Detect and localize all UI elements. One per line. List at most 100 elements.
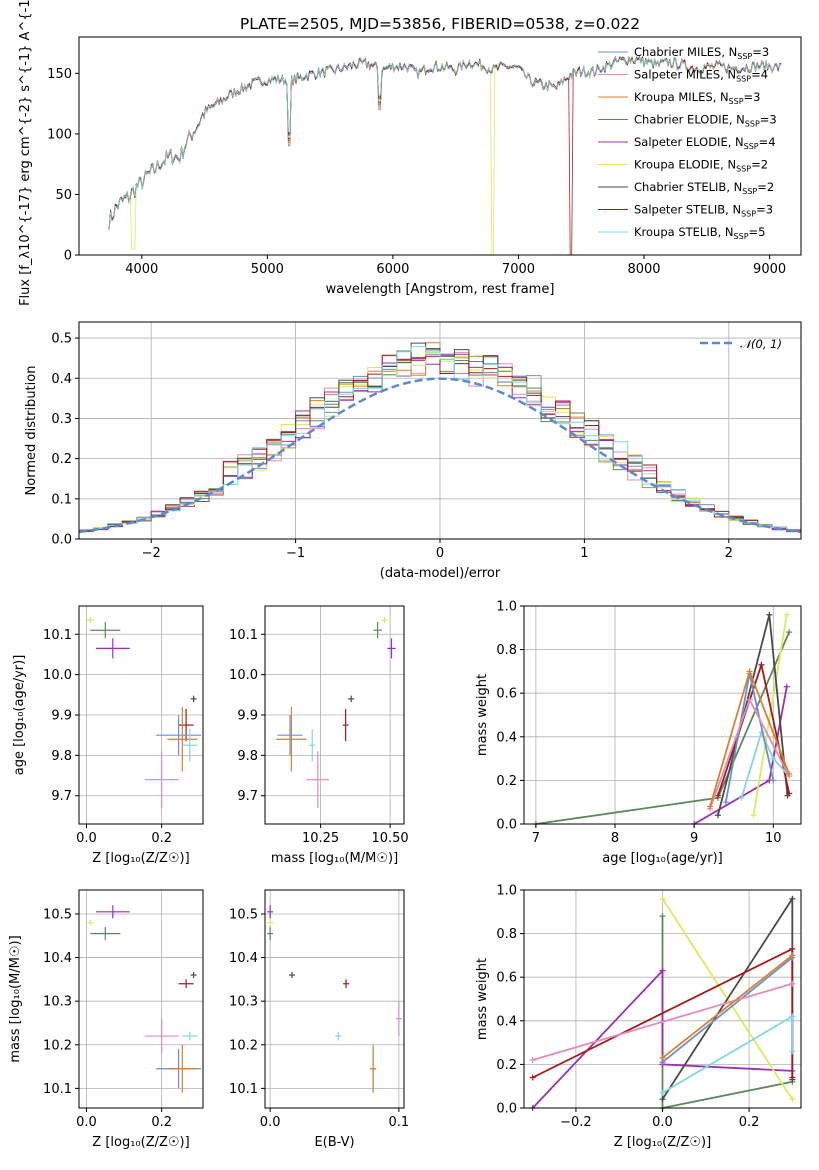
legend-label-kroupa-stelib: Kroupa STELIB, NSSP=5	[634, 225, 765, 241]
y-tick-label: 0.2	[51, 452, 72, 467]
x-axis-label: (data-model)/error	[380, 566, 501, 581]
x-tick-label: 9000	[753, 262, 786, 277]
y-tick-label: 9.7	[237, 789, 258, 804]
weight-marker-salpeter-miles	[789, 980, 796, 987]
x-tick-label: 0.0	[76, 831, 97, 846]
weight-marker-salpeter-stelib	[758, 661, 765, 668]
legend-label-chabrier-elodie: Chabrier ELODIE, NSSP=3	[634, 113, 777, 129]
residuals-panel: 𝒩(0, 1) −2 −1 0 1 2 0.0 0.1 0.2 0.3 0.4 0.5 (data-mo…	[24, 321, 802, 581]
y-tick-label: 0.6	[496, 687, 517, 702]
y-tick-label: 10.0	[43, 668, 72, 683]
y-tick-label: 9.9	[237, 709, 258, 724]
axes-frame	[78, 889, 204, 1109]
x-tick-label: 0.2	[739, 1115, 760, 1130]
y-tick-label: 0.2	[496, 774, 517, 789]
x-tick-label: 0.2	[151, 1115, 172, 1130]
x-tick-label: 7000	[502, 262, 535, 277]
legend-label-chabrier-miles: Chabrier MILES, NSSP=3	[634, 45, 769, 61]
x-tick-label: −1	[286, 546, 305, 561]
x-tick-label: 10	[765, 831, 782, 846]
weight-marker-kroupa-stelib	[738, 794, 745, 801]
y-axis-label: age [log₁₀(age/yr)]	[12, 655, 27, 776]
weight-marker-salpeter-elodie	[659, 967, 666, 974]
legend-sub: SSP	[729, 97, 744, 106]
histogram-salpeter-stelib	[79, 354, 801, 532]
legend-text: Salpeter ELODIE, N	[634, 135, 744, 149]
x-axis-label: mass [log₁₀(M/M☉)]	[271, 851, 398, 866]
y-tick-label: 10.1	[229, 628, 258, 643]
weight-marker-chabrier-stelib	[766, 611, 773, 618]
legend-label-kroupa-miles: Kroupa MILES, NSSP=3	[634, 90, 760, 106]
weight-marker-chabrier-miles	[770, 777, 777, 784]
x-axis-label: E(B-V)	[314, 1135, 354, 1150]
weight-marker-kroupa-stelib	[789, 1013, 796, 1020]
x-tick-label: 8	[611, 831, 619, 846]
weight-marker-salpeter-stelib	[786, 790, 793, 797]
weight-marker-salpeter-miles	[746, 696, 753, 703]
y-tick-label: 9.9	[51, 709, 72, 724]
x-tick-label: 0.0	[76, 1115, 97, 1130]
legend-sub: SSP	[734, 232, 749, 241]
legend-sub: SSP	[737, 52, 752, 61]
y-axis-label: Flux [f_λ10^{-17} erg cm^{-2} s^{-1} A^{…	[18, 0, 33, 306]
weight-marker-kroupa-elodie	[789, 1096, 796, 1103]
y-tick-label: 0.5	[51, 332, 72, 347]
legend-label-salpeter-miles: Salpeter MILES, NSSP=4	[634, 68, 768, 84]
weight-marker-salpeter-elodie	[783, 683, 790, 690]
y-tick-label: 10.1	[43, 628, 72, 643]
weight-vs-age-panel: 7 8 9 10 0.0 0.2 0.4 0.6 0.8 1.0 age [log₁₀(age/yr…	[475, 600, 802, 866]
weight-line-salpeter-elodie	[532, 968, 793, 1109]
weight-marker-chabrier-elodie	[786, 629, 793, 636]
y-tick-label: 100	[47, 127, 72, 142]
x-tick-label: 9	[690, 831, 698, 846]
legend-sub: SSP	[736, 165, 751, 174]
x-tick-label: 6000	[376, 262, 409, 277]
legend-label-kroupa-elodie: Kroupa ELODIE, NSSP=2	[634, 158, 768, 174]
weight-marker-salpeter-stelib	[529, 1074, 536, 1081]
y-axis-label: Normed distribution	[24, 366, 39, 496]
weight-marker-kroupa-miles	[746, 668, 753, 675]
y-axis-label: mass weight	[475, 958, 490, 1040]
weight-marker-kroupa-miles	[706, 803, 713, 810]
x-tick-label: 7	[532, 831, 540, 846]
y-tick-label: 1.0	[496, 600, 517, 615]
weight-line-chabrier-elodie	[535, 631, 790, 825]
weight-marker-chabrier-stelib	[789, 895, 796, 902]
y-tick-label: 9.8	[51, 749, 72, 764]
weight-marker-kroupa-stelib	[789, 1048, 796, 1055]
weight-marker-kroupa-stelib	[770, 755, 777, 762]
figure-title: PLATE=2505, MJD=53856, FIBERID=0538, z=0…	[240, 15, 640, 33]
x-tick-label: 0.1	[389, 1115, 410, 1130]
y-tick-label: 50	[55, 188, 72, 203]
y-tick-label: 10.3	[43, 995, 72, 1010]
y-tick-label: 10.1	[43, 1082, 72, 1097]
legend-label-chabrier-stelib: Chabrier STELIB, NSSP=2	[634, 180, 774, 196]
x-tick-label: 0	[436, 546, 444, 561]
y-tick-label: 1.0	[496, 884, 517, 899]
y-tick-label: 10.2	[229, 1038, 258, 1053]
spectrum-panel: 4000 5000 6000 7000 8000 9000 0 50 100 150 wavelen…	[18, 0, 802, 306]
legend-suffix: =3	[756, 203, 773, 217]
x-tick-label: 0.2	[151, 831, 172, 846]
legend-suffix: =3	[744, 90, 761, 104]
weight-line-salpeter-miles	[532, 982, 793, 1061]
legend-text: Salpeter MILES, N	[634, 68, 736, 82]
legend-text: Salpeter STELIB, N	[634, 203, 741, 217]
y-tick-label: 0.1	[51, 492, 72, 507]
legend-suffix: =2	[751, 158, 768, 172]
x-axis-label: Z [log₁₀(Z/Z☉)]	[614, 1135, 711, 1150]
y-tick-label: 9.7	[51, 789, 72, 804]
legend-text: Chabrier ELODIE, N	[634, 113, 745, 127]
x-tick-label: 0.0	[652, 1115, 673, 1130]
x-tick-label: 0.0	[260, 1115, 281, 1130]
legend-sub: SSP	[745, 120, 760, 129]
y-tick-label: 0.2	[496, 1058, 517, 1073]
weight-marker-kroupa-elodie	[750, 812, 757, 819]
y-tick-label: 10.1	[229, 1082, 258, 1097]
y-axis-label: mass [log₁₀(M/M☉)]	[8, 935, 23, 1062]
age-vs-Z-panel: 0.0 0.2 9.7 9.8 9.9 10.0 10.1 Z [log₁₀(Z/Z☉)] ag…	[12, 605, 204, 866]
weight-marker-chabrier-stelib	[714, 812, 721, 819]
y-tick-label: 0.4	[496, 730, 517, 745]
legend-label-salpeter-stelib: Salpeter STELIB, NSSP=3	[634, 203, 773, 219]
